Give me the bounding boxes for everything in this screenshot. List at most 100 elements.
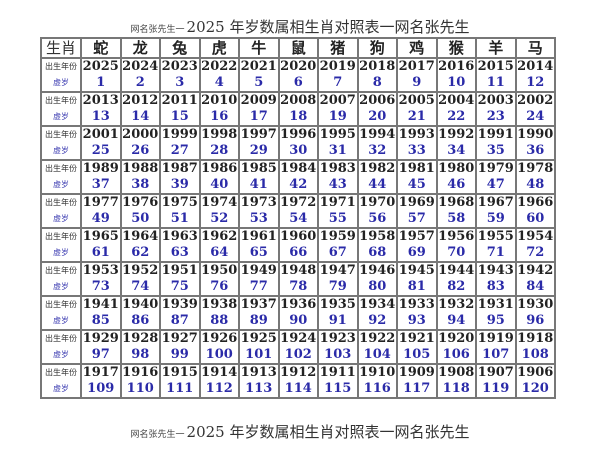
year-cell: 2015: [475, 57, 517, 75]
age-cell: 81: [396, 279, 438, 297]
year-cell: 1925: [238, 329, 280, 347]
year-cell: 1975: [159, 193, 201, 211]
year-label: 出生年份: [40, 125, 82, 143]
age-cell: 23: [475, 109, 517, 127]
age-cell: 49: [80, 211, 122, 229]
year-cell: 1973: [238, 193, 280, 211]
age-cell: 31: [317, 143, 359, 161]
age-cell: 36: [514, 143, 556, 161]
year-cell: 2011: [159, 91, 201, 109]
age-cell: 83: [475, 279, 517, 297]
age-label: 虚岁: [40, 211, 82, 229]
year-cell: 1936: [277, 295, 319, 313]
year-cell: 2016: [435, 57, 477, 75]
animal-cell: 鼠: [277, 37, 319, 59]
year-cell: 2024: [119, 57, 161, 75]
year-row: 出生年份 1917 1916 1915 1914 1913 1912 1911 1910 1909…: [40, 363, 556, 381]
year-cell: 2019: [317, 57, 359, 75]
title-text: 2025 年岁数属相生肖对照表一网名张先生: [186, 18, 470, 36]
year-cell: 1984: [277, 159, 319, 177]
age-cell: 40: [198, 177, 240, 195]
year-cell: 2001: [80, 125, 122, 143]
age-cell: 29: [238, 143, 280, 161]
year-cell: 1968: [435, 193, 477, 211]
age-cell: 19: [317, 109, 359, 127]
age-cell: 85: [80, 313, 122, 331]
age-cell: 1: [80, 75, 122, 93]
animal-cell: 牛: [238, 37, 280, 59]
age-cell: 110: [119, 381, 161, 399]
year-cell: 1919: [475, 329, 517, 347]
age-row: 虚岁 61 62 63 64 65 66 67 68 69 70 71 72: [40, 245, 556, 263]
age-cell: 11: [475, 75, 517, 93]
age-cell: 112: [198, 381, 240, 399]
age-row: 虚岁 1 2 3 4 5 6 7 8 9 10 11 12: [40, 75, 556, 93]
year-cell: 1971: [317, 193, 359, 211]
age-cell: 71: [475, 245, 517, 263]
year-cell: 1920: [435, 329, 477, 347]
age-cell: 88: [198, 313, 240, 331]
year-cell: 1959: [317, 227, 359, 245]
year-cell: 1928: [119, 329, 161, 347]
year-cell: 1923: [317, 329, 359, 347]
year-cell: 1910: [356, 363, 398, 381]
age-cell: 9: [396, 75, 438, 93]
year-cell: 1958: [356, 227, 398, 245]
year-row: 出生年份 1941 1940 1939 1938 1937 1936 1935 1934 1933…: [40, 295, 556, 313]
year-cell: 1989: [80, 159, 122, 177]
year-cell: 2000: [119, 125, 161, 143]
year-row: 出生年份 1989 1988 1987 1986 1985 1984 1983 1982 1981…: [40, 159, 556, 177]
year-cell: 2013: [80, 91, 122, 109]
year-label: 出生年份: [40, 193, 82, 211]
age-cell: 52: [198, 211, 240, 229]
age-cell: 75: [159, 279, 201, 297]
year-cell: 1978: [514, 159, 556, 177]
title-text: 2025 年岁数属相生肖对照表一网名张先生: [186, 423, 470, 441]
year-cell: 1906: [514, 363, 556, 381]
age-cell: 65: [238, 245, 280, 263]
age-cell: 79: [317, 279, 359, 297]
year-cell: 1995: [317, 125, 359, 143]
year-cell: 1963: [159, 227, 201, 245]
age-label: 虚岁: [40, 75, 82, 93]
age-cell: 77: [238, 279, 280, 297]
animal-cell: 蛇: [80, 37, 122, 59]
year-cell: 1965: [80, 227, 122, 245]
age-cell: 90: [277, 313, 319, 331]
year-cell: 1913: [238, 363, 280, 381]
age-cell: 91: [317, 313, 359, 331]
age-cell: 39: [159, 177, 201, 195]
age-cell: 5: [238, 75, 280, 93]
year-cell: 2004: [435, 91, 477, 109]
year-cell: 1911: [317, 363, 359, 381]
age-cell: 117: [396, 381, 438, 399]
age-cell: 60: [514, 211, 556, 229]
title-top: 网名张先生一 2025 年岁数属相生肖对照表一网名张先生: [0, 16, 600, 37]
year-row: 出生年份 1929 1928 1927 1926 1925 1924 1923 1922 1921…: [40, 329, 556, 347]
year-cell: 2023: [159, 57, 201, 75]
age-row: 虚岁 85 86 87 88 89 90 91 92 93 94 95 96: [40, 313, 556, 331]
age-row: 虚岁 109 110 111 112 113 114 115 116 117 118 119 120: [40, 381, 556, 399]
age-label: 虚岁: [40, 109, 82, 127]
year-cell: 1961: [238, 227, 280, 245]
year-cell: 1941: [80, 295, 122, 313]
year-cell: 1944: [435, 261, 477, 279]
year-cell: 1980: [435, 159, 477, 177]
year-label: 出生年份: [40, 363, 82, 381]
age-cell: 8: [356, 75, 398, 93]
age-row: 虚岁 37 38 39 40 41 42 43 44 45 46 47 48: [40, 177, 556, 195]
animal-cell: 羊: [475, 37, 517, 59]
year-cell: 1956: [435, 227, 477, 245]
age-cell: 114: [277, 381, 319, 399]
animal-cell: 马: [514, 37, 556, 59]
age-cell: 101: [238, 347, 280, 365]
age-cell: 100: [198, 347, 240, 365]
year-cell: 2017: [396, 57, 438, 75]
year-cell: 1950: [198, 261, 240, 279]
year-cell: 2006: [356, 91, 398, 109]
age-cell: 64: [198, 245, 240, 263]
age-cell: 96: [514, 313, 556, 331]
header-label: 生肖: [40, 37, 82, 59]
header-row: 生肖蛇龙兔虎牛鼠猪狗鸡猴羊马: [40, 37, 556, 59]
animal-cell: 猴: [435, 37, 477, 59]
